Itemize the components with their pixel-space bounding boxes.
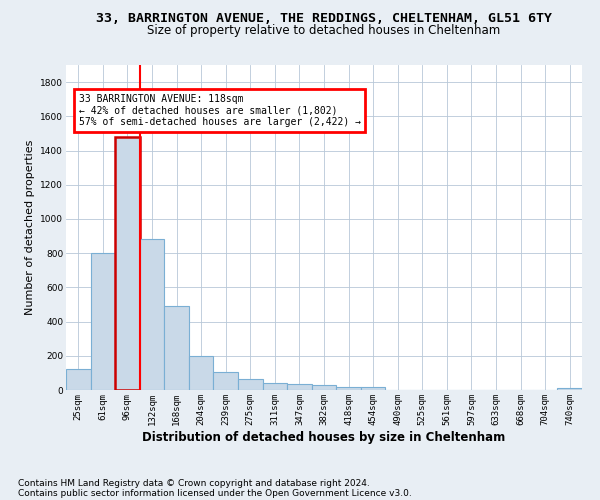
X-axis label: Distribution of detached houses by size in Cheltenham: Distribution of detached houses by size … <box>142 430 506 444</box>
Text: Contains HM Land Registry data © Crown copyright and database right 2024.: Contains HM Land Registry data © Crown c… <box>18 478 370 488</box>
Text: 33, BARRINGTON AVENUE, THE REDDINGS, CHELTENHAM, GL51 6TY: 33, BARRINGTON AVENUE, THE REDDINGS, CHE… <box>96 12 552 26</box>
Text: Size of property relative to detached houses in Cheltenham: Size of property relative to detached ho… <box>148 24 500 37</box>
Bar <box>557 388 582 390</box>
Bar <box>66 370 91 390</box>
Bar <box>140 240 164 390</box>
Bar <box>263 383 287 390</box>
Bar <box>91 253 115 390</box>
Bar <box>312 386 336 390</box>
Bar <box>361 388 385 390</box>
Bar <box>214 372 238 390</box>
Bar <box>115 137 140 390</box>
Y-axis label: Number of detached properties: Number of detached properties <box>25 140 35 315</box>
Bar <box>238 379 263 390</box>
Bar <box>189 356 214 390</box>
Text: Contains public sector information licensed under the Open Government Licence v3: Contains public sector information licen… <box>18 488 412 498</box>
Text: 33 BARRINGTON AVENUE: 118sqm
← 42% of detached houses are smaller (1,802)
57% of: 33 BARRINGTON AVENUE: 118sqm ← 42% of de… <box>79 94 361 128</box>
Bar <box>164 306 189 390</box>
Bar <box>287 384 312 390</box>
Bar <box>336 386 361 390</box>
